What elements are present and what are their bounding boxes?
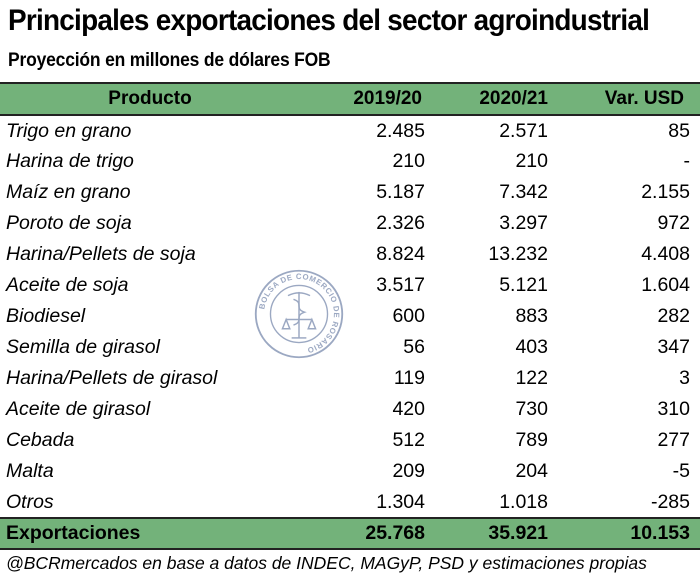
row-producto: Trigo en grano (6, 119, 132, 142)
row-2019-20: 1.304 (376, 490, 425, 513)
row-2019-20: 420 (392, 398, 425, 420)
header-2020-21: 2020/21 (440, 82, 570, 116)
row-2020-21: 210 (515, 150, 548, 172)
table-row: Otros 1.304 1.018 -285 (0, 487, 700, 518)
total-label: Exportaciones (0, 517, 300, 550)
table-row: Poroto de soja 2.326 3.297 972 (0, 208, 700, 239)
table-row: Harina/Pellets de girasol 119 122 3 (0, 363, 700, 394)
row-var-usd: 4.408 (641, 243, 690, 265)
header-producto: Producto (0, 82, 300, 116)
header-2019-20: 2019/20 (300, 82, 440, 116)
table-header-row: Producto 2019/20 2020/21 Var. USD (0, 82, 700, 116)
row-var-usd: -5 (672, 460, 690, 482)
row-2019-20: 119 (393, 367, 425, 389)
table-row: Harina de trigo 210 210 - (0, 146, 700, 177)
row-var-usd: 277 (657, 429, 690, 451)
page-title: Principales exportaciones del sector agr… (8, 4, 650, 37)
row-2020-21: 2.571 (499, 119, 548, 142)
row-2020-21: 204 (515, 460, 548, 482)
row-var-usd: 282 (657, 305, 690, 327)
row-2020-21: 789 (515, 429, 548, 451)
row-producto: Poroto de soja (6, 212, 132, 234)
row-2019-20: 512 (392, 429, 425, 451)
total-row: Exportaciones 25.768 35.921 10.153 (0, 517, 700, 550)
total-var-usd: 10.153 (570, 517, 700, 550)
row-producto: Aceite de girasol (6, 398, 151, 420)
table-row: Trigo en grano 2.485 2.571 85 (0, 115, 700, 146)
row-2019-20: 2.485 (376, 119, 425, 142)
row-producto: Aceite de soja (6, 274, 129, 296)
row-2019-20: 2.326 (376, 212, 425, 234)
row-2019-20: 5.187 (376, 181, 425, 203)
table-row: Maíz en grano 5.187 7.342 2.155 (0, 177, 700, 208)
row-2020-21: 7.342 (499, 181, 548, 203)
row-producto: Harina/Pellets de soja (6, 243, 196, 265)
row-2020-21: 3.297 (499, 212, 548, 234)
row-2019-20: 3.517 (376, 274, 425, 296)
row-var-usd: 972 (657, 212, 690, 234)
total-2020-21: 35.921 (440, 517, 570, 550)
row-var-usd: 310 (657, 398, 690, 420)
row-var-usd: - (683, 150, 691, 172)
row-2020-21: 403 (515, 336, 548, 358)
row-producto: Harina/Pellets de girasol (6, 367, 218, 389)
row-var-usd: 347 (657, 336, 690, 358)
row-2020-21: 883 (515, 305, 548, 327)
table-row: Semilla de girasol 56 403 347 (0, 332, 700, 363)
row-var-usd: 1.604 (641, 274, 690, 296)
row-var-usd: 3 (679, 367, 690, 389)
exports-table-container: Producto 2019/20 2020/21 Var. USD Trigo … (0, 82, 700, 550)
row-var-usd: 85 (668, 119, 690, 142)
row-2019-20: 209 (392, 460, 425, 482)
row-2020-21: 122 (515, 367, 548, 389)
row-2019-20: 210 (392, 150, 425, 172)
table-row: Biodiesel 600 883 282 (0, 301, 700, 332)
row-2020-21: 5.121 (499, 274, 548, 296)
total-2019-20: 25.768 (300, 517, 440, 550)
row-var-usd: 2.155 (641, 181, 690, 203)
table-row: Aceite de soja 3.517 5.121 1.604 (0, 270, 700, 301)
row-2019-20: 600 (392, 305, 425, 327)
row-2020-21: 730 (515, 398, 548, 420)
row-producto: Semilla de girasol (6, 336, 160, 358)
row-2019-20: 8.824 (376, 243, 425, 265)
row-producto: Maíz en grano (6, 181, 131, 203)
table-row: Harina/Pellets de soja 8.824 13.232 4.408 (0, 239, 700, 270)
exports-table: Producto 2019/20 2020/21 Var. USD Trigo … (0, 82, 700, 550)
row-2019-20: 56 (403, 336, 425, 358)
bcr-seal-watermark: BOLSA DE COMERCIO DE ROSARIO (254, 269, 344, 359)
table-row: Cebada 512 789 277 (0, 425, 700, 456)
table-row: Malta 209 204 -5 (0, 456, 700, 487)
row-var-usd: -285 (650, 490, 690, 513)
source-note: @BCRmercados en base a datos de INDEC, M… (6, 553, 647, 573)
page-subtitle: Proyección en millones de dólares FOB (8, 50, 331, 71)
row-producto: Harina de trigo (6, 150, 134, 172)
row-producto: Cebada (6, 429, 75, 451)
row-producto: Biodiesel (6, 305, 86, 327)
row-2020-21: 13.232 (488, 243, 548, 265)
row-producto: Malta (6, 460, 54, 482)
table-row: Aceite de girasol 420 730 310 (0, 394, 700, 425)
row-producto: Otros (6, 490, 54, 513)
header-var-usd: Var. USD (570, 82, 700, 116)
row-2020-21: 1.018 (499, 490, 548, 513)
